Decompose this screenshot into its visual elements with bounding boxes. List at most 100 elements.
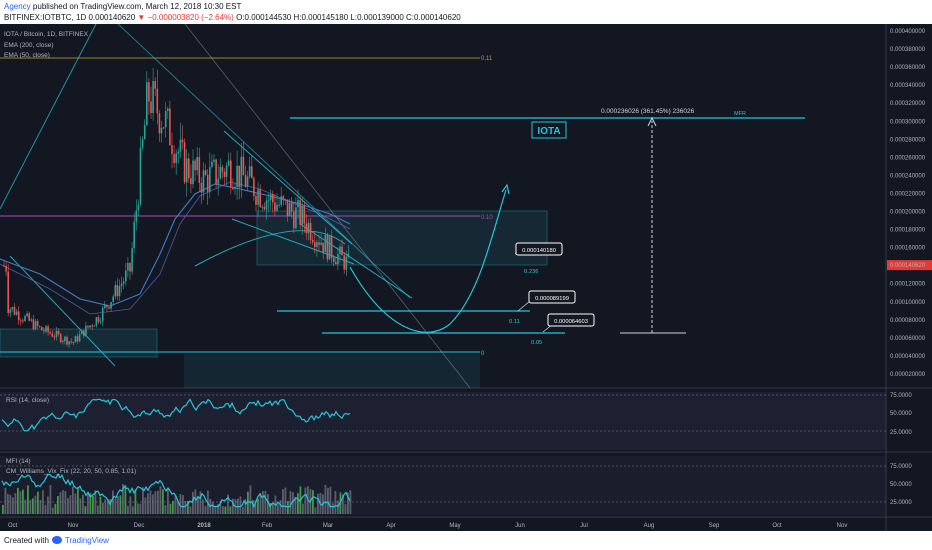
candle-body [234,187,236,189]
candle-body [345,256,348,270]
vix-fix-bar [229,506,232,514]
candle-body [318,242,320,245]
candle-body [185,158,188,183]
vix-fix-bar [92,495,94,514]
candle-body [267,200,270,202]
candle-body [230,160,232,188]
vix-fix-bar [127,505,129,514]
price-tick-label: 0.000260000 [890,155,926,161]
vix-fix-bar [82,494,84,514]
candle-body [219,166,222,179]
vix-fix-bar [264,490,267,514]
price-tick-label: 0.000080000 [890,318,926,324]
candle-body [282,196,285,200]
rsi-pane[interactable] [0,392,886,450]
accumulation-zone [0,328,158,358]
candle-body [284,199,287,201]
candle-body [32,319,35,330]
vix-fix-bar [177,502,179,514]
diagonal-trendline-2 [184,24,471,389]
candle-body [55,330,58,338]
candle-body [164,111,167,128]
candle-body [194,160,196,171]
candle-body [328,236,331,260]
vix-fix-bar [312,490,314,514]
chart-header: Agency published on TradingView.com, Mar… [0,0,932,24]
vix-fix-bar [337,500,339,514]
callout-2-box [528,290,576,304]
vix-fix-bar [102,502,104,514]
candle-body [307,222,310,234]
vix-fix-bar [59,492,62,514]
price-tick-label: 0.000400000 [890,29,926,35]
candle-body [24,316,26,322]
author-link[interactable]: Agency [4,2,31,11]
fib-005-label: 0.05 [531,340,542,346]
time-axis[interactable]: Oct Nov Dec 2018 Feb Mar Apr May Jun Jul Aug Sep Oct… [8,523,847,529]
candle-body [244,175,247,187]
vix-fix-bar [57,496,59,514]
price-tick-label: 0.000040000 [890,354,926,360]
tradingview-link[interactable]: TradingView [64,536,109,545]
candle-body [68,341,70,345]
vix-fix-bar [142,487,144,514]
candle-body [192,160,194,185]
mfi-pane[interactable] [0,456,886,515]
candle-body [141,139,144,148]
candle-body [272,194,274,203]
vix-fix-bar [74,493,77,514]
fib-zone-upper [256,210,548,266]
candle-body [217,178,219,184]
vix-fix-bar [317,493,319,514]
mfr-label: MFR [734,111,746,117]
vix-fix-bar [287,501,289,514]
vix-fix-bar [99,496,102,514]
tradingview-logo-icon [51,536,62,544]
candle-body [242,156,245,176]
vix-fix-bar [162,489,164,514]
candle-body [156,88,159,114]
vix-fix-bar [294,496,297,514]
candle-body [135,210,138,222]
vix-fix-bar [212,501,214,514]
vix-fix-bar [199,491,202,514]
vix-fix-bar [159,486,162,514]
callout-1-box [515,242,563,256]
vix-fix-bar [332,503,334,514]
price-pane[interactable] [0,24,886,386]
chart-area[interactable]: IOTA / Bitcoin, 1D, BITFINEX EMA (200, c… [0,24,932,531]
candle-body [87,325,89,328]
rsi-axis-label-50: 50.0000 [890,411,912,417]
callout-3-text: 0.000064603 [554,319,588,325]
projection-arrow-head [501,183,510,195]
candle-body [175,153,177,164]
vix-fix-bar [187,501,189,514]
candle-body [286,199,289,217]
candle-body [179,139,182,152]
candle-body [131,248,133,272]
candle-body [326,234,329,260]
fib-0236-label: 0.236 [524,269,539,275]
candle-body [221,166,224,172]
candle-body [43,330,45,332]
vix-fix-bar [342,494,344,514]
candle-body [232,187,234,189]
vix-fix-bar [259,492,262,514]
candle-body [146,82,148,126]
candle-body [95,317,98,326]
rsi-line [1,398,351,432]
candle-body [120,283,123,287]
candle-body [288,202,291,217]
ohlc-values: O:0.000144530 H:0.000145180 L:0.00013900… [236,13,461,22]
vix-fix-bar [314,507,317,514]
vix-fix-bar [54,503,57,514]
price-axis[interactable]: 0.000400000 0.000380000 0.000360000 0.00034… [887,29,932,378]
candle-body [150,101,152,114]
candle-body [253,178,255,197]
vix-fix-bar [29,499,32,514]
time-tick-label: Apr [386,523,395,529]
candle-body [66,336,68,345]
created-with-text: Created with [4,536,49,545]
candle-body [173,154,175,164]
chart-svg[interactable]: IOTA / Bitcoin, 1D, BITFINEX EMA (200, c… [0,24,932,531]
